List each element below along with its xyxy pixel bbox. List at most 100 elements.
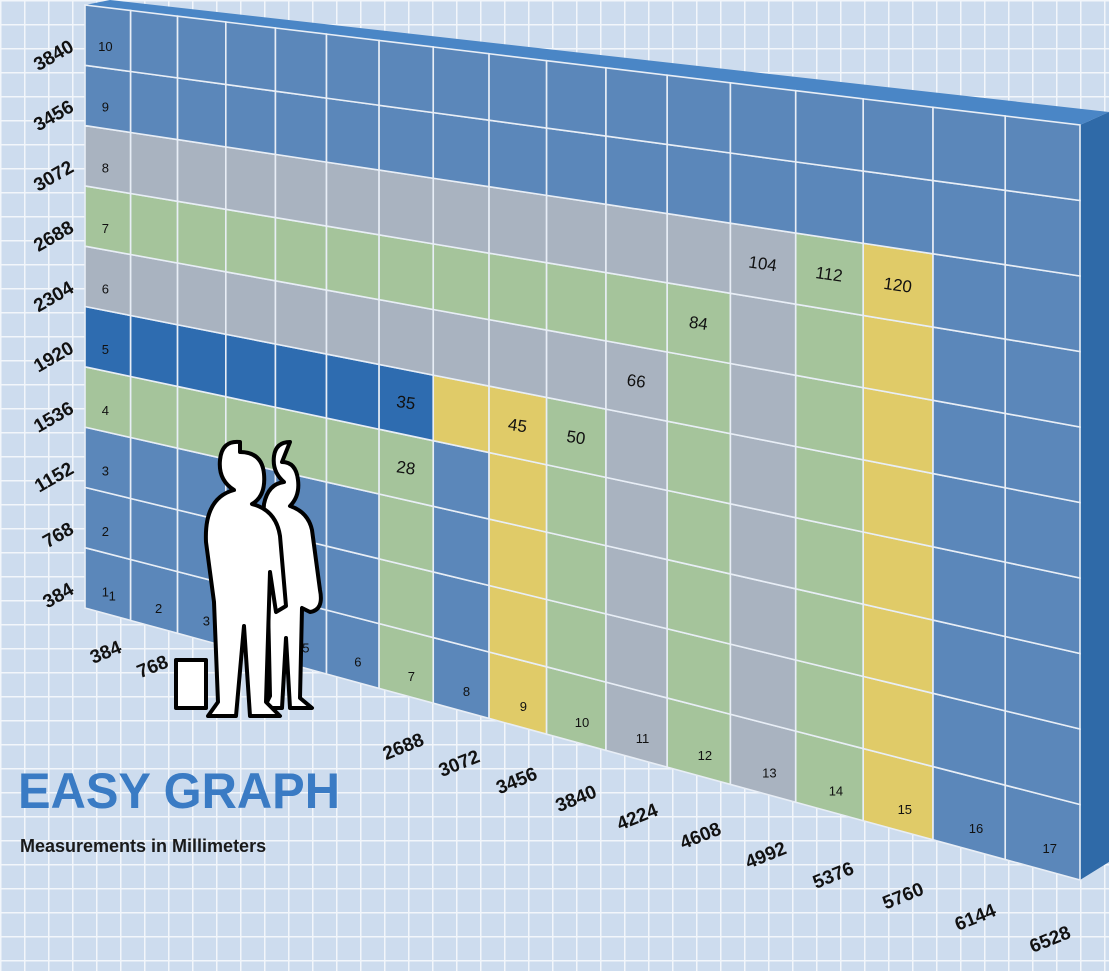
cell: [667, 421, 730, 504]
product-label: 45: [507, 415, 528, 436]
cell: [275, 281, 326, 354]
column-number: 17: [1043, 841, 1057, 856]
cell: [275, 154, 326, 226]
cell: [178, 386, 226, 459]
cell: [327, 226, 380, 300]
cell: [379, 40, 433, 112]
cell: [863, 171, 933, 254]
cell: [489, 54, 547, 128]
column-number: 13: [762, 765, 776, 780]
cell: [131, 132, 178, 201]
cell: [131, 376, 178, 448]
cell: [863, 315, 933, 400]
product-label: 104: [747, 252, 778, 275]
cell: [178, 201, 226, 271]
cell: [933, 254, 1005, 339]
cell: [730, 363, 795, 446]
cell: [547, 195, 606, 272]
cell: [131, 193, 178, 263]
column-number: 5: [302, 640, 309, 655]
cell: [275, 91, 326, 162]
column-number: 14: [829, 783, 843, 798]
cell: [131, 437, 178, 509]
row-number: 2: [102, 524, 109, 539]
cell: [796, 162, 863, 243]
row-number: 5: [102, 342, 109, 357]
briefcase: [176, 660, 206, 708]
easy-graph: 1234567891012356789101112131415161712011…: [0, 0, 1109, 971]
cell: [178, 140, 226, 210]
column-number: 12: [698, 748, 712, 763]
cell: [327, 34, 380, 105]
cell: [933, 400, 1005, 487]
cell: [489, 320, 547, 398]
row-number: 10: [98, 39, 112, 54]
cell: [1005, 116, 1080, 201]
cell: [489, 519, 547, 599]
cell: [796, 304, 863, 387]
cell: [379, 235, 433, 310]
cell: [433, 441, 489, 519]
row-number: 4: [102, 403, 109, 418]
cell: [933, 327, 1005, 413]
cell: [327, 418, 380, 494]
cell: [796, 447, 863, 532]
cell: [730, 153, 795, 233]
cell: [489, 120, 547, 195]
title: EASY GRAPH: [18, 763, 340, 819]
cell: [275, 218, 326, 290]
row-number: 3: [102, 463, 109, 478]
cell: [730, 293, 795, 375]
cell: [275, 344, 326, 418]
cell: [606, 409, 667, 490]
product-label: 28: [395, 457, 416, 478]
cell: [379, 300, 433, 375]
column-number: 3: [203, 614, 210, 629]
product-label: 66: [626, 371, 647, 392]
cell: [547, 263, 606, 341]
cell: [226, 272, 276, 344]
cell: [547, 61, 606, 136]
cell: [1005, 265, 1080, 352]
cell: [796, 375, 863, 459]
cell: [606, 136, 667, 214]
product-label: 35: [395, 392, 416, 413]
column-number: 16: [969, 821, 983, 836]
cell: [178, 263, 226, 334]
cell: [667, 144, 730, 223]
cell: [433, 506, 489, 585]
row-number: 8: [102, 160, 109, 175]
cell: [131, 498, 178, 571]
cell: [606, 477, 667, 559]
cell: [433, 309, 489, 386]
cell: [863, 99, 933, 181]
cell: [327, 482, 380, 559]
cell: [547, 128, 606, 204]
wall-side: [1080, 112, 1109, 880]
cell: [327, 290, 380, 364]
cell: [1005, 413, 1080, 502]
cell: [178, 16, 226, 84]
cell: [863, 460, 933, 547]
column-number: 6: [354, 654, 361, 669]
column-number: 1: [109, 588, 116, 603]
cell: [327, 354, 380, 429]
cell: [131, 72, 178, 140]
cell: [489, 453, 547, 533]
column-number: 7: [408, 669, 415, 684]
cell: [933, 181, 1005, 265]
column-number: 2: [155, 601, 162, 616]
cell: [275, 28, 326, 98]
cell: [379, 170, 433, 244]
column-number: 9: [520, 699, 527, 714]
cell: [379, 494, 433, 572]
cell: [606, 204, 667, 282]
cell: [730, 434, 795, 518]
product-label: 112: [814, 263, 843, 286]
column-number: 11: [636, 731, 650, 746]
cell: [863, 388, 933, 474]
cell: [226, 334, 276, 407]
cell: [226, 209, 276, 280]
row-number: 7: [102, 221, 109, 236]
cell: [547, 465, 606, 546]
